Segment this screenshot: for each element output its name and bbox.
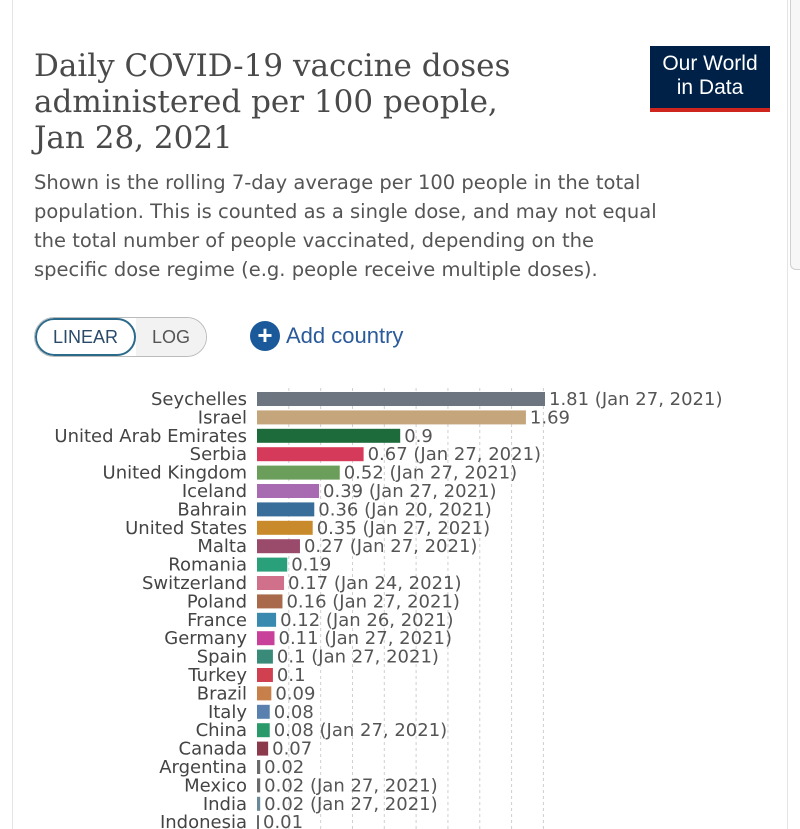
plus-circle-icon: + <box>250 321 280 351</box>
subtitle-line: population. This is counted as a single … <box>34 200 657 223</box>
bar[interactable] <box>257 502 315 517</box>
bar[interactable] <box>257 796 261 811</box>
value-label: 0.02 (Jan 27, 2021) <box>264 794 437 815</box>
country-label: Indonesia <box>160 812 247 829</box>
country-label: Italy <box>208 702 247 723</box>
country-label: Malta <box>197 536 247 557</box>
title-line: Daily COVID-19 vaccine doses <box>34 48 511 84</box>
bar[interactable] <box>257 631 275 646</box>
value-label: 0.19 <box>291 555 331 576</box>
subtitle-line: the total number of people vaccinated, d… <box>34 229 594 252</box>
bar[interactable] <box>257 704 270 719</box>
country-label: China <box>196 720 247 741</box>
country-label: Argentina <box>159 757 247 778</box>
country-label: Poland <box>187 591 247 612</box>
linear-scale-button[interactable]: LINEAR <box>35 318 137 356</box>
owid-logo[interactable]: Our World in Data <box>650 46 770 112</box>
bar[interactable] <box>257 778 261 793</box>
bar[interactable] <box>257 576 285 590</box>
value-label: 0.1 <box>277 665 306 686</box>
title-line: Jan 28, 2021 <box>34 120 233 156</box>
value-label: 0.52 (Jan 27, 2021) <box>344 463 517 484</box>
value-label: 0.35 (Jan 27, 2021) <box>317 518 490 539</box>
country-label: France <box>187 610 247 631</box>
country-label: Seychelles <box>151 389 247 410</box>
value-label: 0.07 <box>272 739 312 760</box>
value-label: 1.81 (Jan 27, 2021) <box>549 389 722 410</box>
country-label: Brazil <box>197 683 247 704</box>
country-label: United States <box>125 518 247 539</box>
chart-title: Daily COVID-19 vaccine doses administere… <box>34 48 594 156</box>
value-label: 0.08 <box>274 702 314 723</box>
bar[interactable] <box>257 410 526 425</box>
value-label: 0.17 (Jan 24, 2021) <box>288 573 461 594</box>
bar[interactable] <box>257 392 545 406</box>
bar[interactable] <box>257 465 340 480</box>
value-label: 0.9 <box>404 426 433 447</box>
country-label: Iceland <box>182 481 247 502</box>
value-label: 0.39 (Jan 27, 2021) <box>323 481 496 502</box>
value-label: 0.11 (Jan 27, 2021) <box>279 628 452 649</box>
value-label: 0.1 (Jan 27, 2021) <box>277 647 439 668</box>
country-label: Spain <box>197 647 247 668</box>
value-label: 0.02 (Jan 27, 2021) <box>264 775 437 796</box>
bar[interactable] <box>257 594 283 609</box>
bar[interactable] <box>257 520 313 535</box>
country-label: United Kingdom <box>103 463 247 484</box>
bar-chart: Seychelles 1.81 (Jan 27, 2021) Israel 1.69 U… <box>54 388 722 829</box>
bar[interactable] <box>257 815 259 829</box>
value-label: 0.12 (Jan 26, 2021) <box>280 610 453 631</box>
value-label: 0.08 (Jan 27, 2021) <box>274 720 447 741</box>
scale-toggle: LINEAR LOG <box>34 317 208 357</box>
subtitle-line: Shown is the rolling 7-day average per 1… <box>34 171 641 194</box>
country-label: Switzerland <box>142 573 247 594</box>
value-label: 0.67 (Jan 27, 2021) <box>368 444 541 465</box>
country-label: Turkey <box>187 665 247 686</box>
value-label: 0.36 (Jan 20, 2021) <box>318 499 491 520</box>
bar[interactable] <box>257 612 277 627</box>
subtitle-line: specific dose regime (e.g. people receiv… <box>34 258 598 281</box>
country-label: Romania <box>168 555 247 576</box>
country-label: Germany <box>164 628 247 649</box>
bar[interactable] <box>257 723 270 738</box>
country-label: Mexico <box>184 775 247 796</box>
add-country-button[interactable]: + Add country <box>250 318 403 354</box>
logo-line: in Data <box>676 76 744 99</box>
country-label: Canada <box>179 739 248 760</box>
value-label: 1.69 <box>530 407 570 428</box>
value-label: 0.27 (Jan 27, 2021) <box>304 536 477 557</box>
title-line: administered per 100 people, <box>34 84 498 120</box>
bar[interactable] <box>257 760 261 774</box>
country-label: United Arab Emirates <box>54 426 247 447</box>
value-label: 0.02 <box>264 757 304 778</box>
scrollbar[interactable] <box>790 0 800 270</box>
value-label: 0.16 (Jan 27, 2021) <box>286 591 459 612</box>
chart-subtitle: Shown is the rolling 7-day average per 1… <box>34 168 734 284</box>
add-country-label: Add country <box>286 323 404 348</box>
country-label: Israel <box>198 407 247 428</box>
bar[interactable] <box>257 484 320 498</box>
country-label: India <box>203 794 247 815</box>
bar[interactable] <box>257 686 272 701</box>
bar[interactable] <box>257 649 273 664</box>
bar[interactable] <box>257 428 401 443</box>
value-label: 0.09 <box>275 683 315 704</box>
bar[interactable] <box>257 741 269 756</box>
bar[interactable] <box>257 447 364 462</box>
bar[interactable] <box>257 539 300 554</box>
value-label: 0.01 <box>263 812 303 829</box>
country-label: Serbia <box>190 444 247 465</box>
bar[interactable] <box>257 668 273 682</box>
bar[interactable] <box>257 557 288 572</box>
country-label: Bahrain <box>177 499 247 520</box>
logo-line: Our World <box>662 52 758 75</box>
log-scale-button[interactable]: LOG <box>136 318 207 356</box>
